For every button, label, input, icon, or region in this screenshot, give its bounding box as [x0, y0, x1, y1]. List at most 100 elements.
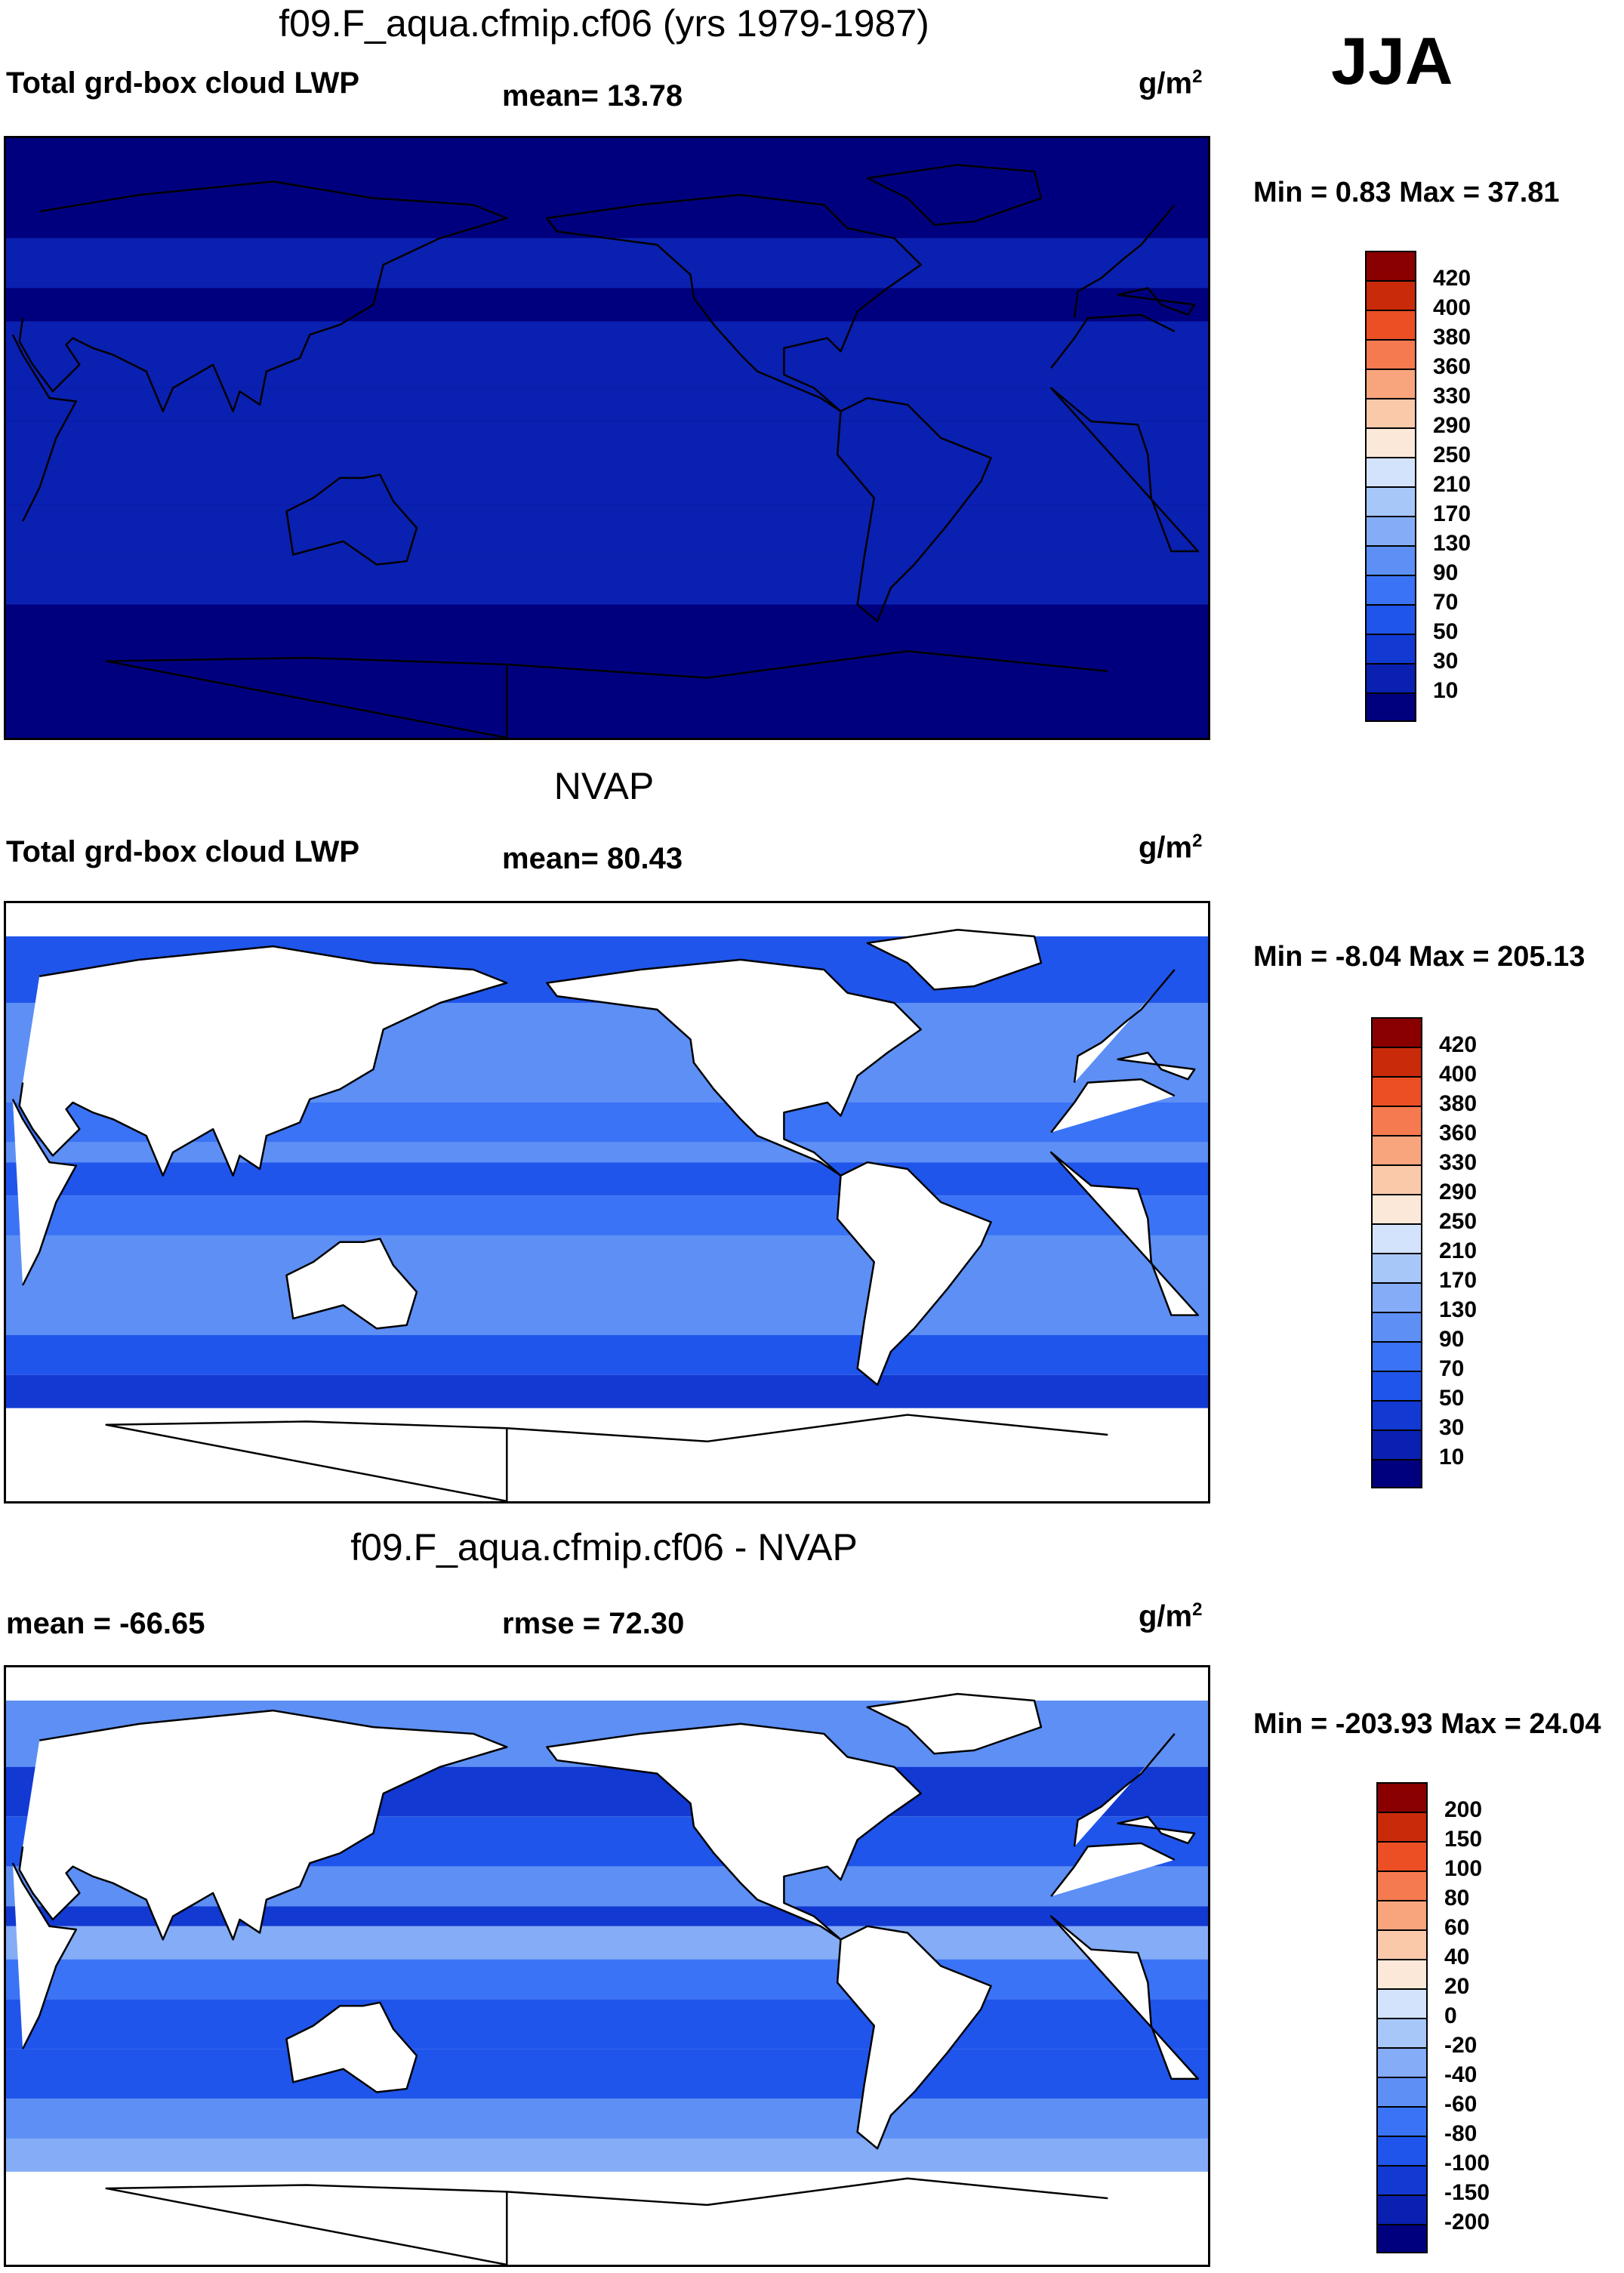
colorbar-swatch — [1365, 634, 1416, 663]
colorbar-row: 250 — [1371, 1194, 1477, 1234]
colorbar-row: 0 — [1376, 1988, 1490, 2028]
colorbar-row: -80 — [1376, 2106, 1490, 2146]
panel1-minmax: Min = 0.83 Max = 37.81 — [1253, 177, 1560, 208]
colorbar-row: 50 — [1371, 1371, 1477, 1411]
coastline-samerica — [836, 396, 992, 622]
colorbar-label: 250 — [1433, 442, 1471, 467]
coastline-samerica — [836, 1161, 992, 1386]
zonal-band — [6, 554, 1208, 605]
zonal-band — [6, 288, 1208, 322]
colorbar-label: 290 — [1439, 1179, 1478, 1204]
colorbar-row: 30 — [1365, 634, 1471, 674]
colorbar-label: 90 — [1439, 1326, 1465, 1352]
colorbar-row: -200 — [1376, 2194, 1490, 2234]
season-label: JJA — [1331, 23, 1453, 98]
colorbar-swatch — [1371, 1164, 1422, 1194]
coastline-antarctica — [105, 2177, 1108, 2265]
colorbar-row — [1376, 2224, 1490, 2253]
colorbar-swatch — [1371, 1223, 1422, 1253]
panel2-colorbar: 420 400 380 360 330 290 250 210 170 130 90 70 50 30 10 — [1371, 1017, 1477, 1488]
colorbar-label: 330 — [1433, 383, 1471, 409]
zonal-band — [6, 1959, 1208, 2000]
colorbar-row: 360 — [1371, 1106, 1477, 1146]
colorbar-swatch — [1371, 1017, 1422, 1047]
colorbar-row: 130 — [1371, 1282, 1477, 1322]
colorbar-label: 10 — [1433, 677, 1459, 703]
colorbar-swatch — [1371, 1312, 1422, 1341]
colorbar-row: 130 — [1365, 516, 1471, 556]
colorbar-row: 10 — [1371, 1429, 1477, 1470]
colorbar-row: 10 — [1365, 663, 1471, 703]
coastline-africa — [11, 313, 1199, 553]
colorbar-label: 400 — [1433, 295, 1471, 320]
colorbar-swatch — [1371, 1106, 1422, 1135]
colorbar-row: 420 — [1371, 1017, 1477, 1057]
panel1-mean-label: mean= 13.78 — [502, 79, 683, 113]
colorbar-swatch — [1371, 1400, 1422, 1429]
colorbar-row: -20 — [1376, 2018, 1490, 2058]
coastline-australia — [285, 1238, 418, 1330]
colorbar-row: 380 — [1365, 310, 1471, 350]
zonal-band — [6, 2099, 1208, 2139]
colorbar-label: 330 — [1439, 1149, 1478, 1175]
colorbar-label: 70 — [1439, 1355, 1465, 1381]
colorbar-row: 250 — [1365, 427, 1471, 467]
colorbar-label: 10 — [1439, 1444, 1465, 1470]
colorbar-label: 40 — [1444, 1944, 1470, 1969]
colorbar-label: 250 — [1439, 1208, 1478, 1234]
zonal-band — [6, 238, 1208, 288]
colorbar-row — [1365, 692, 1471, 722]
panel1-title: f09.F_aqua.cfmip.cf06 (yrs 1979-1987) — [279, 2, 929, 45]
colorbar-row: 200 — [1376, 1782, 1490, 1822]
colorbar-swatch — [1365, 457, 1416, 486]
colorbar-row: 290 — [1371, 1164, 1477, 1204]
panel2-left-label: Total grd-box cloud LWP — [6, 835, 360, 868]
colorbar-label: 170 — [1439, 1267, 1478, 1293]
zonal-band — [6, 1195, 1208, 1235]
colorbar-label: 380 — [1433, 324, 1471, 350]
colorbar-swatch — [1365, 251, 1416, 280]
colorbar-swatch — [1371, 1429, 1422, 1459]
colorbar-row: -150 — [1376, 2165, 1490, 2205]
colorbar-label: 210 — [1433, 471, 1471, 497]
colorbar-swatch — [1371, 1253, 1422, 1282]
coastline-eurasia — [18, 945, 1196, 1177]
zonal-band — [6, 387, 1208, 421]
colorbar-label: 70 — [1433, 589, 1459, 615]
zonal-band — [6, 421, 1208, 472]
colorbar-label: -20 — [1444, 2032, 1478, 2058]
colorbar-swatch — [1376, 1929, 1428, 1959]
colorbar-row: 330 — [1365, 369, 1471, 409]
zonal-band — [6, 2138, 1208, 2172]
missing-south — [6, 1408, 1208, 1501]
colorbar-swatch — [1365, 575, 1416, 604]
zonal-band — [6, 138, 1208, 239]
colorbar-swatch — [1376, 2165, 1428, 2194]
colorbar-row: 360 — [1365, 339, 1471, 379]
coastline-namerica — [546, 1722, 922, 1941]
colorbar-swatch — [1376, 2224, 1428, 2253]
colorbar-row: 210 — [1371, 1223, 1477, 1263]
colorbar-swatch — [1371, 1371, 1422, 1400]
coastline-australia — [285, 2001, 418, 2093]
panel2-title: NVAP — [553, 765, 655, 807]
colorbar-swatch — [1376, 1988, 1428, 2018]
colorbar-row: -40 — [1376, 2047, 1490, 2087]
colorbar-row: 330 — [1371, 1135, 1477, 1175]
colorbar-row: 400 — [1365, 280, 1471, 320]
colorbar-label: 30 — [1439, 1414, 1465, 1440]
panel1-left-label: Total grd-box cloud LWP — [6, 66, 360, 100]
colorbar-swatch — [1376, 2194, 1428, 2224]
zonal-band — [6, 504, 1208, 555]
colorbar-label: 360 — [1439, 1120, 1478, 1146]
panel2-mean-label: mean= 80.43 — [502, 842, 683, 875]
panel3-map — [4, 1665, 1210, 2267]
missing-south — [6, 2171, 1208, 2265]
panel3-colorbar: 200 150 100 80 60 40 20 0 -20 -40 -60 -80 -100 -150 -2… — [1376, 1782, 1490, 2253]
colorbar-swatch — [1376, 1900, 1428, 1929]
colorbar-row: -60 — [1376, 2077, 1490, 2117]
colorbar-row: 290 — [1365, 398, 1471, 438]
colorbar-row: 80 — [1376, 1871, 1490, 1911]
coastline-greenland — [866, 1692, 1043, 1755]
colorbar-label: 60 — [1444, 1914, 1470, 1940]
